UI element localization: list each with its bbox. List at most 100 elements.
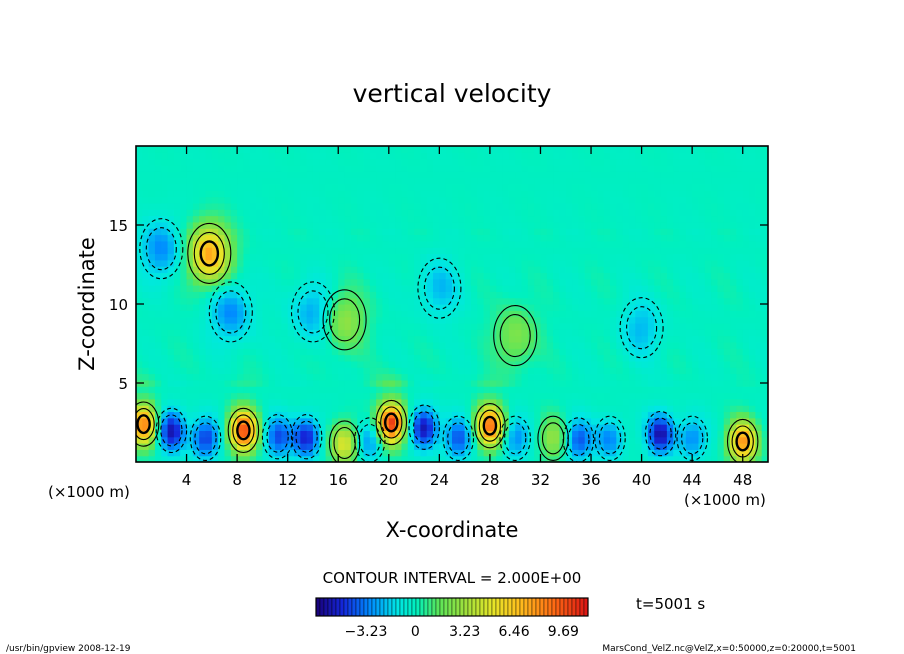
heatmap-cell <box>407 196 415 204</box>
heatmap-cell <box>331 190 339 198</box>
heatmap-cell <box>654 436 662 444</box>
heatmap-cell <box>477 278 485 286</box>
heatmap-cell <box>755 417 763 425</box>
heatmap-cell <box>742 221 750 229</box>
heatmap-cell <box>275 354 282 362</box>
heatmap-cell <box>584 341 592 349</box>
heatmap-cell <box>477 209 485 217</box>
heatmap-cell <box>142 360 150 368</box>
heatmap-cell <box>369 266 377 273</box>
heatmap-cell <box>736 322 744 330</box>
heatmap-cell <box>742 240 750 248</box>
heatmap-cell <box>237 253 245 261</box>
heatmap-cell <box>420 266 428 273</box>
heatmap-cell <box>761 405 768 413</box>
heatmap-cell <box>268 379 276 387</box>
heatmap-cell <box>679 379 687 387</box>
heatmap-cell <box>331 164 339 172</box>
heatmap-cell <box>565 234 573 242</box>
heatmap-cell <box>711 291 719 299</box>
heatmap-cell <box>559 240 567 248</box>
heatmap-cell <box>742 171 750 179</box>
heatmap-cell <box>761 392 768 400</box>
heatmap-cell <box>565 341 573 349</box>
heatmap-cell <box>142 392 150 400</box>
heatmap-cell <box>572 247 579 255</box>
heatmap-cell <box>243 190 251 198</box>
heatmap-cell <box>395 146 403 153</box>
heatmap-cell <box>685 291 693 299</box>
heatmap-cell <box>496 386 504 394</box>
heatmap-cell <box>230 443 238 450</box>
heatmap-cell <box>749 392 756 400</box>
heatmap-cell <box>350 253 358 261</box>
heatmap-cell <box>173 310 181 318</box>
heatmap-cell <box>167 360 175 368</box>
heatmap-cell <box>268 247 276 255</box>
heatmap-cell <box>489 316 497 324</box>
heatmap-cell <box>161 278 169 286</box>
heatmap-cell <box>407 183 415 191</box>
heatmap-cell <box>565 405 573 413</box>
heatmap-cell <box>281 310 289 318</box>
heatmap-cell <box>268 164 276 172</box>
heatmap-cell <box>192 367 200 375</box>
heatmap-cell <box>660 209 668 217</box>
heatmap-cell <box>553 367 561 375</box>
heatmap-cell <box>742 202 750 210</box>
heatmap-cell <box>148 177 156 185</box>
heatmap-cell <box>489 386 497 394</box>
heatmap-cell <box>173 253 181 261</box>
heatmap-cell <box>565 360 573 368</box>
heatmap-cell <box>205 386 213 394</box>
heatmap-cell <box>312 152 320 160</box>
heatmap-cell <box>534 202 542 210</box>
heatmap-cell <box>755 379 763 387</box>
heatmap-cell <box>679 215 687 223</box>
heatmap-cell <box>357 386 365 394</box>
heatmap-cell <box>736 398 744 406</box>
heatmap-cell <box>287 221 295 229</box>
heatmap-cell <box>401 386 409 394</box>
heatmap-cell <box>508 379 516 387</box>
heatmap-cell <box>256 443 263 450</box>
heatmap-cell <box>730 177 737 185</box>
heatmap-cell <box>319 272 327 280</box>
heatmap-cell <box>647 304 655 311</box>
heatmap-cell <box>262 341 270 349</box>
heatmap-cell <box>414 152 421 160</box>
heatmap-cell <box>224 259 232 267</box>
heatmap-cell <box>186 322 194 330</box>
heatmap-cell <box>527 398 535 406</box>
heatmap-cell <box>420 304 428 311</box>
heatmap-cell <box>312 424 320 431</box>
heatmap-cell <box>401 190 409 198</box>
heatmap-cell <box>281 297 289 305</box>
heatmap-cell <box>319 367 327 375</box>
heatmap-cell <box>294 190 301 198</box>
heatmap-cell <box>180 379 188 387</box>
heatmap-cell <box>603 310 611 318</box>
heatmap-cell <box>654 373 662 381</box>
heatmap-cell <box>584 285 592 292</box>
heatmap-cell <box>603 221 611 229</box>
heatmap-cell <box>363 455 371 462</box>
heatmap-cell <box>622 177 630 185</box>
heatmap-cell <box>275 190 282 198</box>
heatmap-cell <box>635 215 643 223</box>
heatmap-cell <box>660 158 668 166</box>
heatmap-cell <box>445 310 453 318</box>
heatmap-cell <box>262 424 270 431</box>
heatmap-cell <box>414 386 421 394</box>
heatmap-cell <box>357 183 365 191</box>
heatmap-cell <box>546 329 554 337</box>
heatmap-cell <box>218 253 226 261</box>
heatmap-cell <box>148 164 156 172</box>
heatmap-cell <box>439 209 447 217</box>
heatmap-cell <box>445 348 453 356</box>
heatmap-cell <box>281 316 289 324</box>
heatmap-cell <box>180 443 188 450</box>
heatmap-cell <box>521 335 529 343</box>
heatmap-cell <box>723 202 731 210</box>
heatmap-cell <box>534 341 542 349</box>
